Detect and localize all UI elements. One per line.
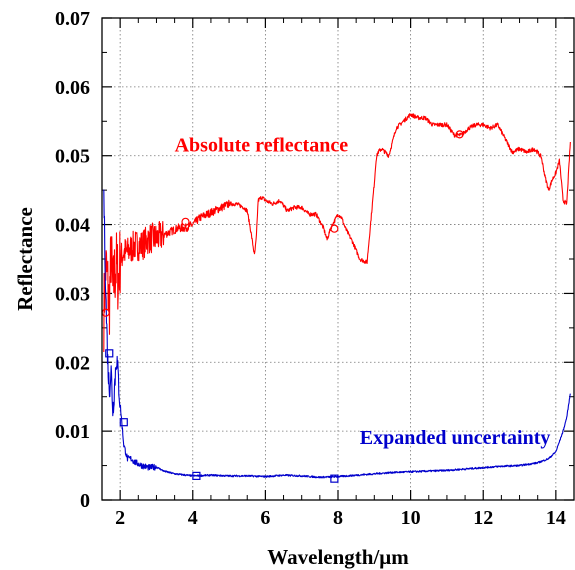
reflectance-marker: [181, 217, 190, 226]
x-tick-label: 8: [333, 507, 343, 529]
annotations: Absolute reflectance Expanded uncertainty: [175, 135, 551, 450]
y-tick-label: 0: [80, 490, 90, 512]
y-tick-label: 0.07: [55, 8, 90, 30]
reflectance-marker: [330, 224, 339, 233]
annotation-expanded-uncertainty: Expanded uncertainty: [360, 427, 551, 449]
uncertainty-marker: [330, 474, 339, 483]
plot-frame: [101, 17, 575, 501]
annotation-absolute-reflectance: Absolute reflectance: [175, 135, 349, 157]
y-tick-label: 0.04: [55, 215, 90, 237]
axis-ticks: [101, 17, 575, 501]
y-axis-title: Reflectance: [13, 207, 37, 311]
tick-labels: 2 4 6 8 10 12 14 0 0.01 0.02 0.03 0.04 0.05 0.06 0.07: [55, 8, 566, 529]
x-tick-label: 6: [260, 507, 270, 529]
x-tick-label: 10: [401, 507, 421, 529]
x-tick-label: 4: [188, 507, 198, 529]
y-tick-label: 0.06: [55, 77, 90, 99]
y-tick-label: 0.02: [55, 352, 90, 374]
uncertainty-marker: [192, 471, 201, 480]
series-line-absolute-reflectance: [103, 113, 571, 352]
reflectance-marker: [455, 130, 464, 139]
series-line-expanded-uncertainty: [103, 189, 571, 479]
x-tick-label: 14: [546, 507, 566, 529]
uncertainty-marker: [105, 349, 114, 358]
x-axis-title: Wavelength/μm: [267, 545, 409, 569]
uncertainty-marker: [119, 418, 128, 427]
y-tick-label: 0.01: [55, 421, 90, 443]
series-lines: [103, 113, 571, 479]
y-tick-label: 0.03: [55, 283, 90, 305]
reflectance-marker: [101, 308, 110, 317]
x-tick-label: 12: [473, 507, 493, 529]
y-tick-label: 0.05: [55, 146, 90, 168]
x-tick-label: 2: [115, 507, 125, 529]
